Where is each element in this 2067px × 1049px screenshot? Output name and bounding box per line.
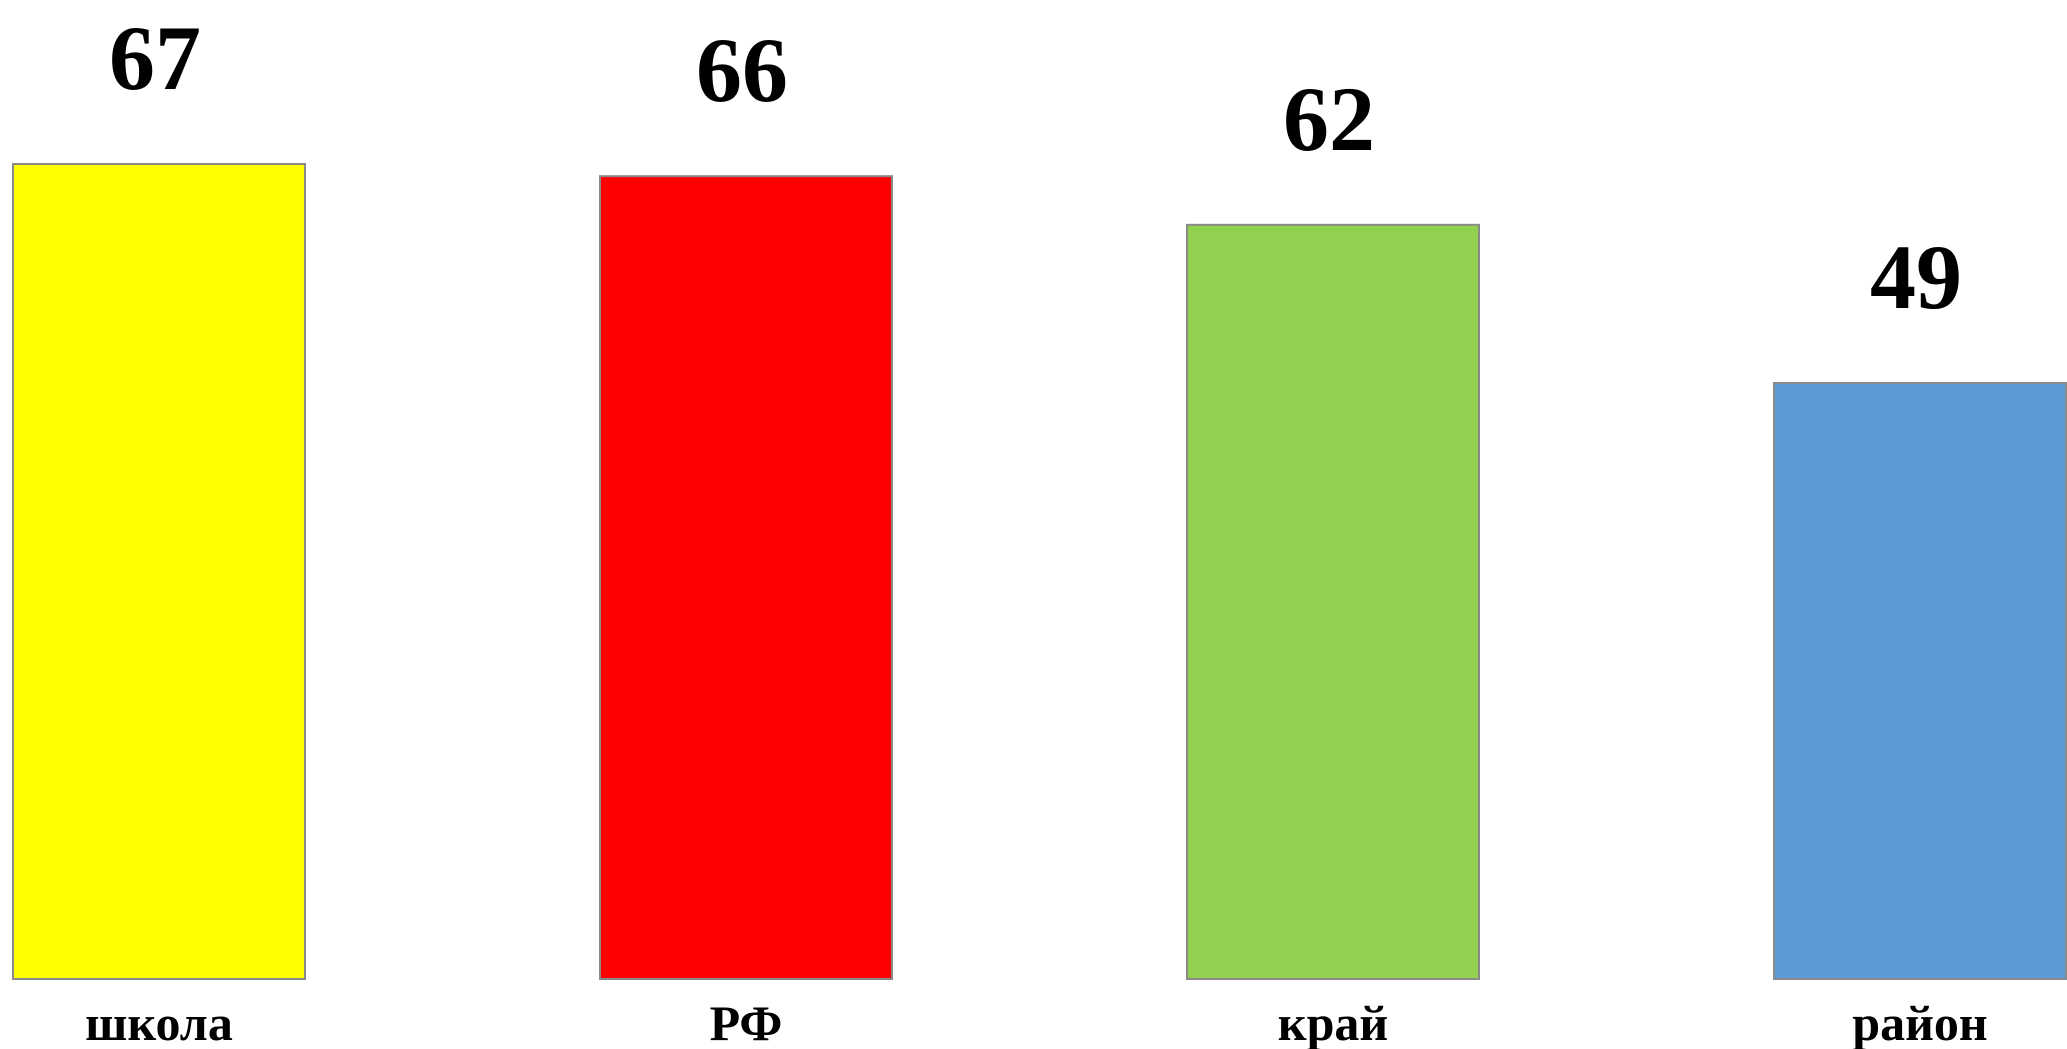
value-labels-layer: 67 66 62 49 bbox=[109, 7, 1962, 328]
value-label-2: 66 bbox=[696, 19, 788, 121]
value-label-3: 62 bbox=[1283, 68, 1375, 170]
value-label-4: 49 bbox=[1870, 226, 1962, 328]
category-label-4: район bbox=[1852, 995, 1987, 1049]
category-label-1: школа bbox=[85, 995, 233, 1049]
bar-3 bbox=[1186, 223, 1480, 980]
bars-layer bbox=[12, 163, 2067, 981]
category-labels-layer: школа РФ край район bbox=[85, 995, 1988, 1049]
bar-2 bbox=[599, 175, 893, 980]
value-label-1: 67 bbox=[109, 7, 201, 109]
category-label-3: край bbox=[1278, 995, 1388, 1049]
bar-4 bbox=[1773, 381, 2067, 981]
bar-1 bbox=[12, 163, 306, 980]
category-label-2: РФ bbox=[710, 995, 783, 1049]
